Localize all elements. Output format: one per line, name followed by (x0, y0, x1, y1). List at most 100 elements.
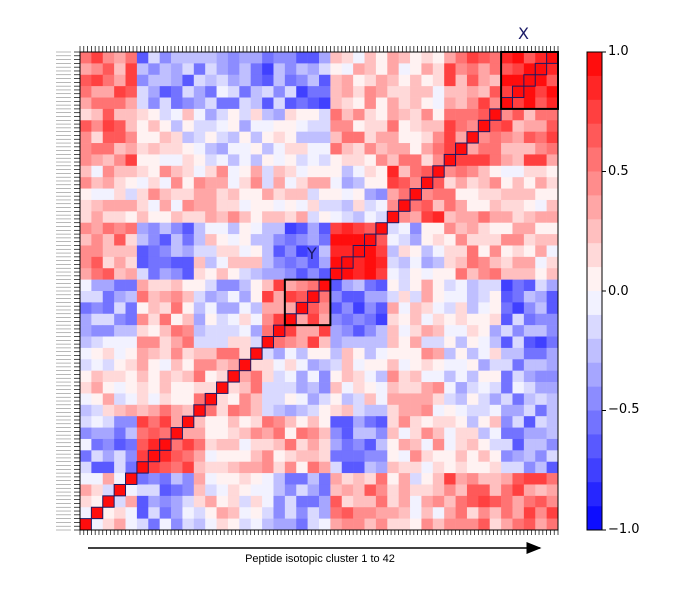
heatmap-cell (455, 495, 468, 508)
heatmap-cell (296, 450, 308, 463)
heatmap-cell (136, 211, 149, 224)
heatmap-cell (193, 63, 206, 76)
heatmap-cell (398, 52, 411, 64)
heatmap-cell (273, 256, 286, 269)
heatmap-cell (535, 495, 547, 508)
heatmap-cell (193, 188, 206, 201)
heatmap-cell (296, 177, 308, 189)
heatmap-cell (523, 154, 536, 167)
heatmap-cell (262, 427, 274, 440)
heatmap-cell (421, 199, 434, 212)
heatmap-cell (501, 222, 513, 235)
heatmap-cell (284, 268, 297, 280)
heatmap-cell (535, 211, 547, 224)
heatmap-cell (239, 370, 252, 383)
heatmap-cell (489, 382, 502, 394)
heatmap-cell (296, 211, 308, 224)
heatmap-cell (546, 382, 559, 394)
heatmap-cell (284, 507, 297, 519)
heatmap-cell (307, 450, 320, 463)
heatmap-cell (159, 359, 172, 371)
heatmap-cell (421, 86, 434, 98)
heatmap-cell (319, 222, 331, 235)
heatmap-cell (523, 370, 536, 383)
heatmap-cell (239, 461, 252, 474)
heatmap-cell (341, 325, 354, 337)
heatmap-cell (182, 165, 195, 178)
heatmap-cell (171, 177, 183, 189)
heatmap-cell (398, 199, 411, 212)
heatmap-cell (410, 382, 422, 394)
heatmap-cell (535, 393, 547, 406)
heatmap-cell (125, 507, 138, 519)
heatmap-cell (148, 177, 160, 189)
heatmap-cell (80, 382, 92, 394)
heatmap-cell (182, 370, 195, 383)
heatmap-cell (193, 74, 206, 87)
heatmap-cell (262, 347, 274, 360)
heatmap-cell (421, 177, 434, 189)
heatmap-cell (364, 234, 377, 246)
heatmap-cell (193, 325, 206, 337)
colorbar-segment (587, 75, 602, 101)
heatmap-cell (182, 188, 195, 201)
heatmap-cell (80, 222, 92, 235)
heatmap-cell (273, 143, 286, 155)
heatmap-cell (136, 370, 149, 383)
heatmap-cell (501, 438, 513, 451)
heatmap-cell (421, 120, 434, 132)
heatmap-cell (239, 484, 252, 497)
heatmap-cell (421, 291, 434, 303)
heatmap-cell (296, 325, 308, 337)
heatmap-cell (319, 143, 331, 155)
heatmap-cell (398, 302, 411, 315)
heatmap-cell (455, 370, 468, 383)
heatmap-cell (136, 302, 149, 315)
heatmap-cell (478, 404, 491, 417)
heatmap-cell (182, 393, 195, 406)
heatmap-cell (307, 177, 320, 189)
heatmap-cell (398, 484, 411, 497)
heatmap-cell (398, 245, 411, 258)
heatmap-cell (353, 199, 365, 212)
heatmap-cell (284, 495, 297, 508)
heatmap-cell (364, 325, 377, 337)
heatmap-cell (535, 222, 547, 235)
heatmap-cell (148, 97, 160, 110)
heatmap-cell (250, 245, 263, 258)
heatmap-cell (364, 131, 377, 144)
heatmap-cell (387, 313, 399, 326)
heatmap-cell (512, 370, 525, 383)
heatmap-cell (353, 154, 365, 167)
heatmap-cell (216, 393, 229, 406)
heatmap-cell (455, 256, 468, 269)
heatmap-cell (284, 97, 297, 110)
heatmap-cell (353, 450, 365, 463)
heatmap-cell (512, 268, 525, 280)
heatmap-cell (159, 234, 172, 246)
heatmap-cell (387, 131, 399, 144)
heatmap-cell (478, 234, 491, 246)
heatmap-cell (205, 165, 217, 178)
colorbar-segment (587, 338, 602, 363)
heatmap-cell (296, 382, 308, 394)
heatmap-cell (102, 291, 115, 303)
heatmap-cell (478, 188, 491, 201)
diagonal-cell-outline (489, 108, 502, 121)
heatmap-cell (159, 484, 172, 497)
heatmap-cell (444, 97, 456, 110)
heatmap-cell (80, 438, 92, 451)
heatmap-cell (182, 313, 195, 326)
heatmap-cell (125, 347, 138, 360)
colorbar-segment (587, 147, 602, 172)
heatmap-cell (387, 450, 399, 463)
heatmap-cell (273, 131, 286, 144)
heatmap-cell (387, 427, 399, 440)
heatmap-cell (273, 188, 286, 201)
heatmap-cell (341, 245, 354, 258)
heatmap-cell (501, 165, 513, 178)
heatmap-cell (466, 268, 479, 280)
heatmap-cell (250, 450, 263, 463)
heatmap-cell (216, 302, 229, 315)
heatmap-cell (273, 359, 286, 371)
